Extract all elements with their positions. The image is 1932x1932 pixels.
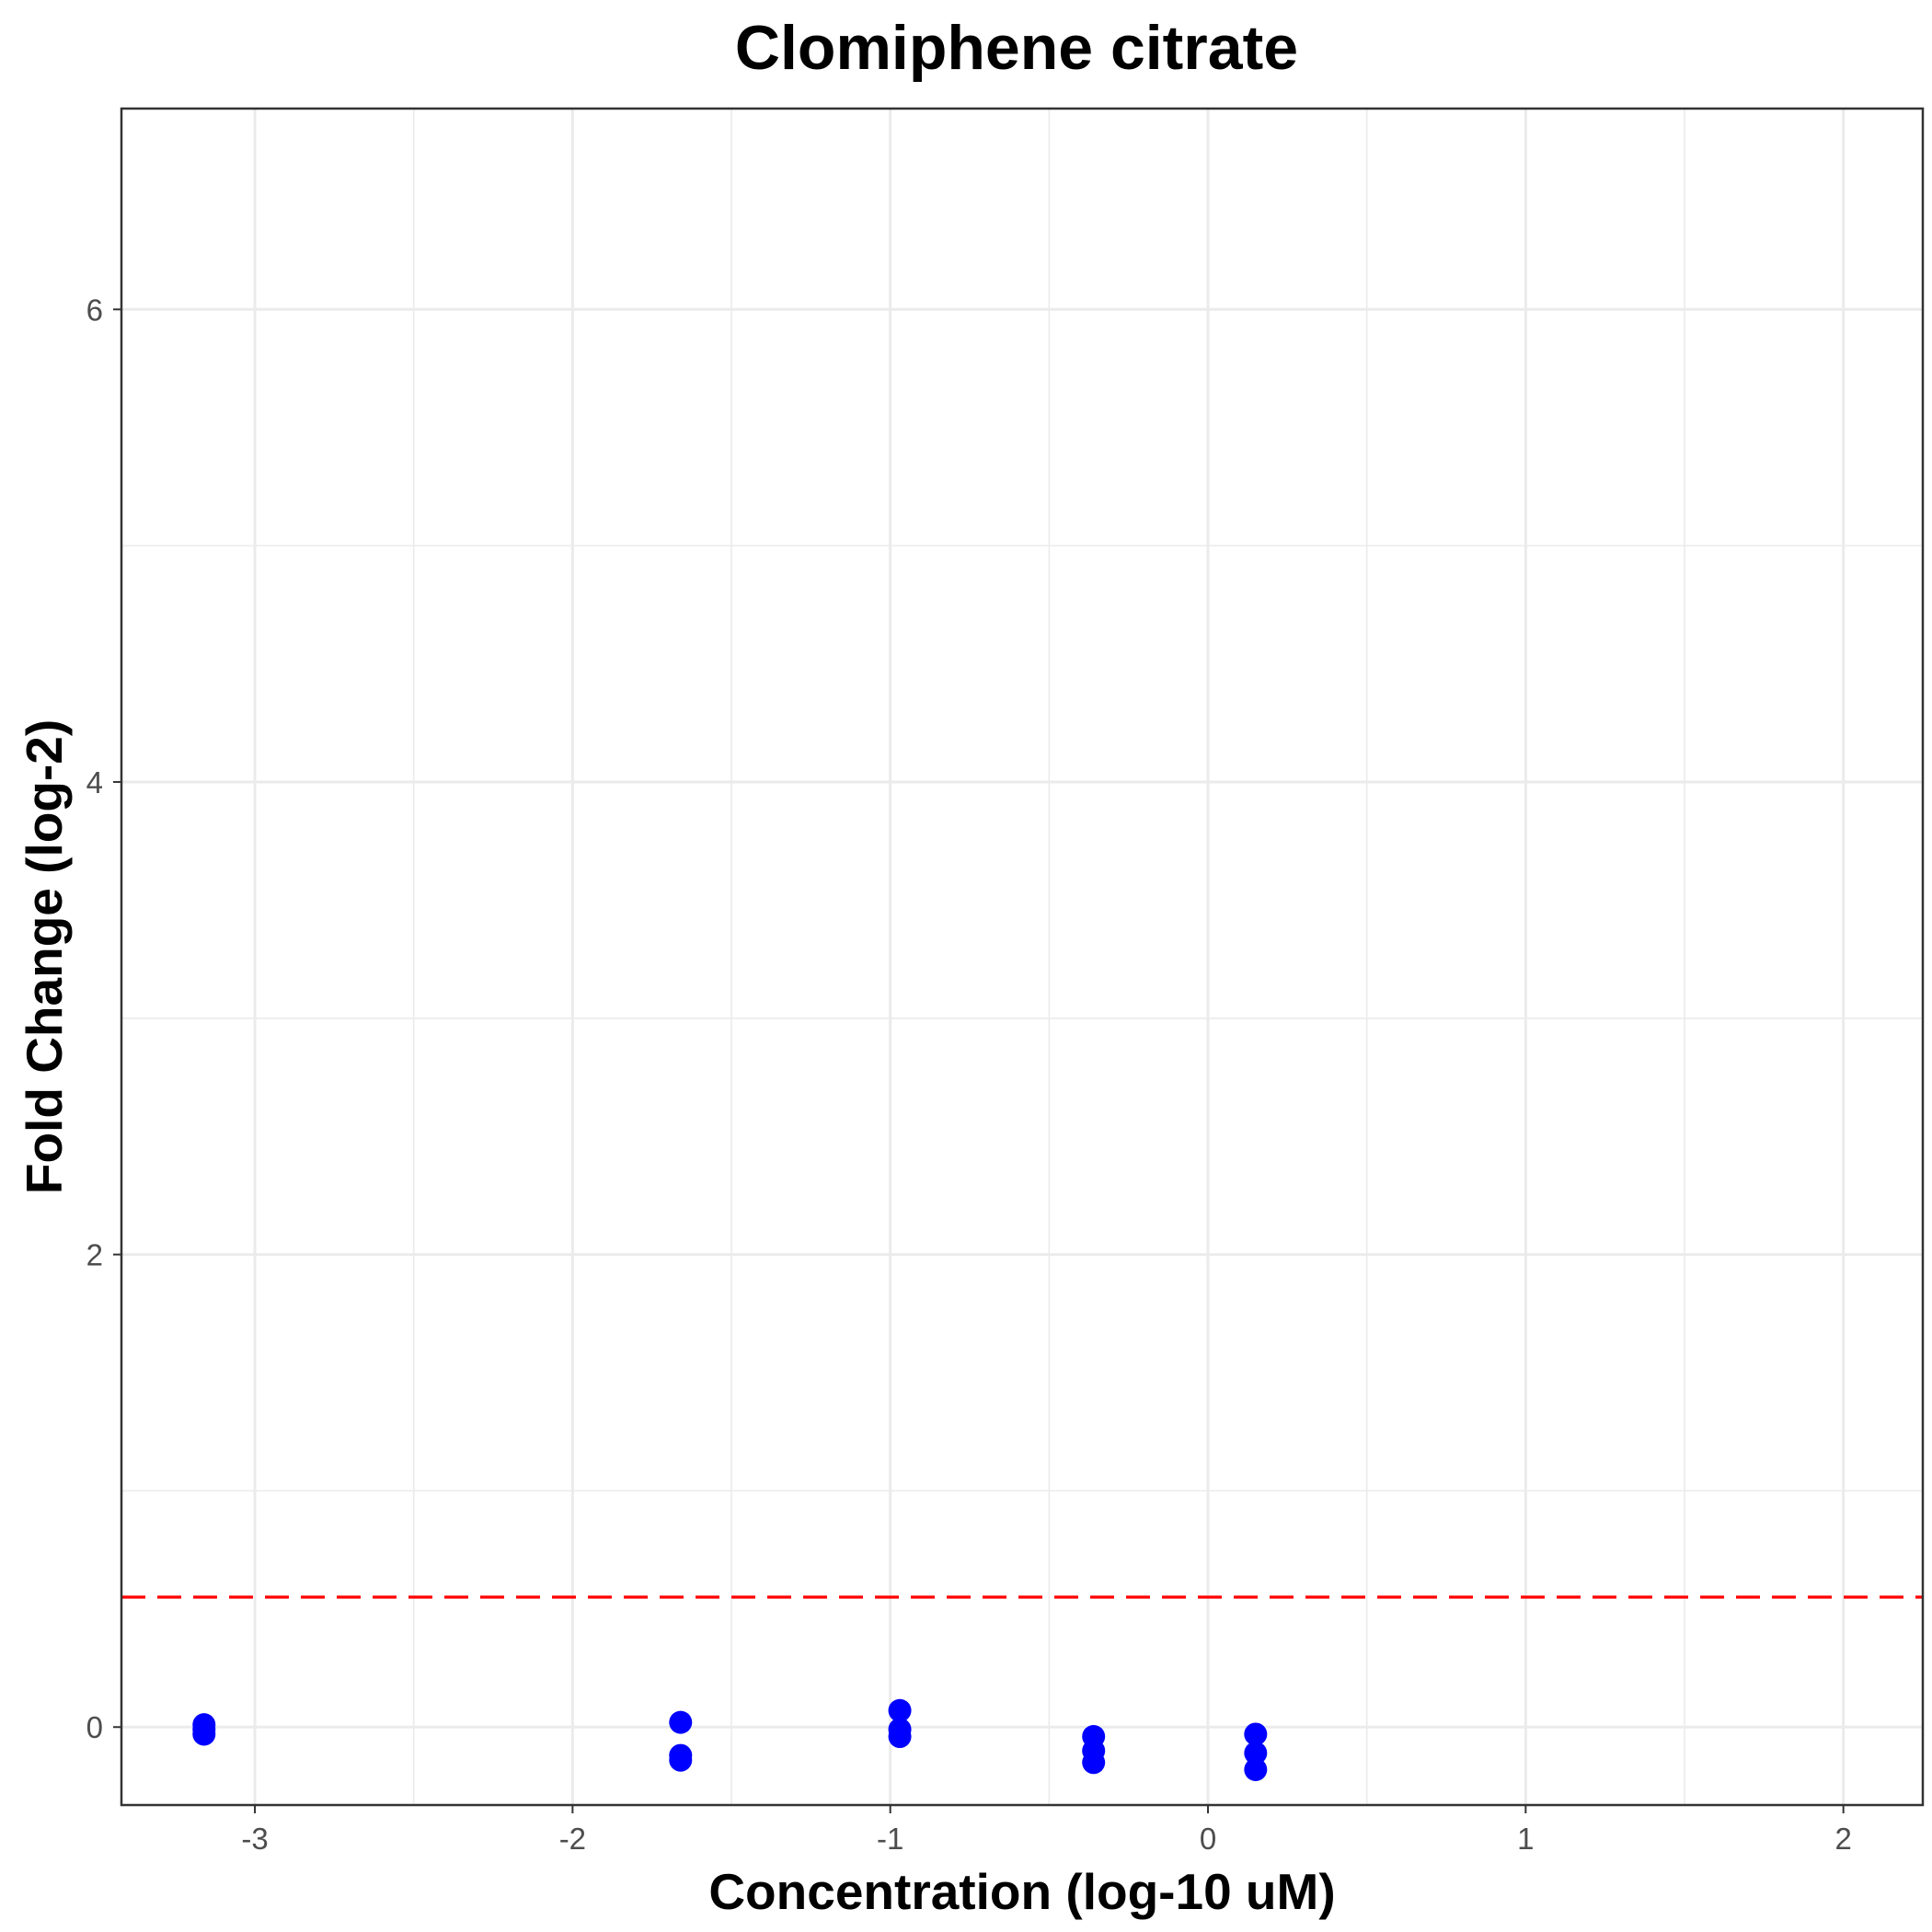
data-point	[669, 1748, 693, 1772]
y-tick-label: 6	[86, 293, 103, 327]
x-tick-label: 2	[1834, 1822, 1851, 1856]
x-axis-title: Concentration (log-10 uM)	[708, 1863, 1335, 1920]
chart-title: Clomiphene citrate	[735, 13, 1298, 83]
x-tick-label: -2	[559, 1822, 586, 1856]
data-point	[1082, 1751, 1106, 1775]
data-point	[669, 1710, 693, 1734]
data-point	[888, 1698, 912, 1722]
x-axis: -3 -2 -1 0 1 2	[241, 1805, 1852, 1856]
data-points	[192, 1698, 1268, 1781]
grid	[121, 109, 1923, 1805]
data-point	[1244, 1722, 1268, 1746]
x-tick-label: -3	[241, 1822, 268, 1856]
y-axis-title: Fold Change (log-2)	[16, 719, 73, 1194]
y-tick-label: 4	[86, 765, 103, 799]
x-tick-label: -1	[877, 1822, 903, 1856]
y-axis: 0 2 4 6	[86, 293, 121, 1744]
x-tick-label: 0	[1200, 1822, 1216, 1856]
data-point	[192, 1722, 216, 1746]
panel-border	[120, 107, 1925, 1807]
x-tick-label: 1	[1517, 1822, 1534, 1856]
data-point	[1244, 1741, 1268, 1765]
data-point	[888, 1725, 912, 1749]
data-point	[1244, 1757, 1268, 1781]
y-tick-label: 2	[86, 1238, 103, 1272]
y-tick-label: 0	[86, 1710, 103, 1744]
